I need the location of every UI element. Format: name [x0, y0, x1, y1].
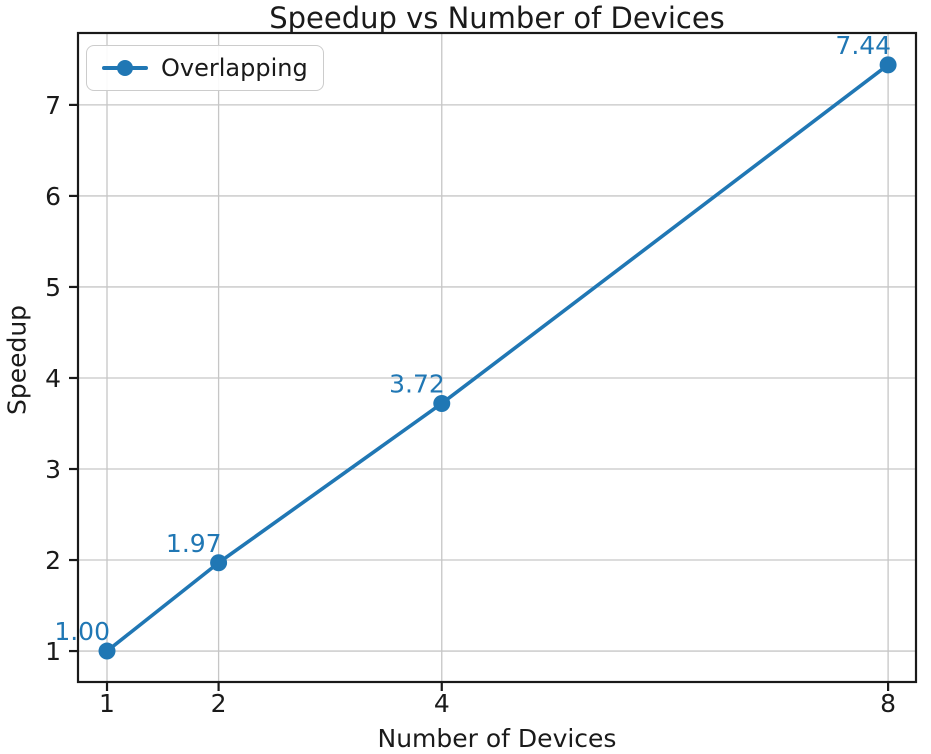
y-axis-label: Speedup	[2, 304, 32, 416]
data-point-label: 1.00	[54, 617, 110, 646]
y-tick-label: 7	[45, 91, 61, 120]
x-tick-label: 8	[880, 689, 896, 718]
data-point-label: 1.97	[166, 529, 222, 558]
data-point-marker	[879, 56, 897, 74]
y-tick-label: 3	[45, 455, 61, 484]
y-tick-label: 1	[45, 637, 61, 666]
x-tick-label: 4	[434, 689, 450, 718]
chart-title: Speedup vs Number of Devices	[269, 1, 725, 35]
axes-spines	[76, 31, 918, 684]
data-point-marker	[433, 394, 451, 412]
x-tick-label: 1	[99, 689, 115, 718]
y-tick-label: 2	[45, 546, 61, 575]
series-line	[105, 63, 890, 653]
x-tick-label: 2	[211, 689, 227, 718]
legend-label: Overlapping	[161, 54, 308, 82]
y-tick-label: 6	[45, 182, 61, 211]
data-point-label: 3.72	[389, 369, 445, 398]
y-tick-label: 5	[45, 273, 61, 302]
data-point-marker	[210, 554, 228, 572]
x-axis-label: Number of Devices	[377, 724, 617, 753]
legend-marker-icon	[117, 60, 133, 76]
legend-line-marker-icon	[102, 59, 148, 77]
data-point-marker	[98, 642, 116, 660]
legend: Overlapping	[86, 45, 324, 91]
y-tick-label: 4	[45, 364, 61, 393]
data-point-label: 7.44	[835, 31, 891, 60]
